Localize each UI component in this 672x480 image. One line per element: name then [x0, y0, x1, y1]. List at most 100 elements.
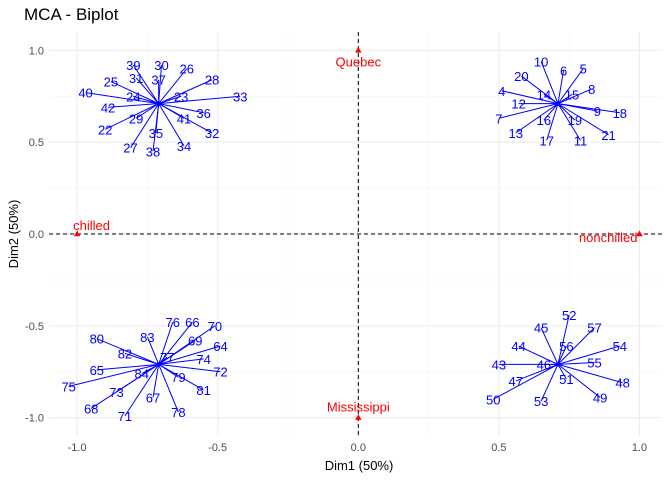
individual-segment	[546, 103, 559, 141]
individual-label: 66	[185, 315, 199, 330]
individual-segment	[557, 345, 620, 365]
individual-segment	[158, 103, 213, 134]
individual-label: 27	[123, 141, 137, 156]
individual-segment	[124, 364, 160, 417]
individual-segment	[557, 70, 565, 104]
variable-point-triangle	[355, 414, 362, 420]
individual-segment	[557, 103, 576, 121]
individual-label: 19	[568, 113, 582, 128]
individual-label: 25	[104, 75, 118, 90]
variable-points: Quebec chilled nonchilled Mississippi	[73, 46, 643, 420]
individual-label: 34	[177, 139, 191, 154]
individual-segment	[152, 103, 160, 152]
x-tick-label: 0.5	[491, 442, 506, 454]
y-tick-label: 0.0	[29, 229, 44, 241]
variable-point-triangle	[636, 230, 643, 237]
individual-segment	[557, 345, 567, 365]
individual-segment	[557, 364, 567, 380]
individual-segment	[110, 81, 159, 105]
individual-segment	[132, 64, 160, 104]
individual-segment	[158, 79, 213, 105]
individual-segment	[130, 103, 160, 148]
individual-segment	[158, 95, 182, 105]
individual-label: 55	[587, 356, 601, 371]
individual-labels: 39 30 26 28 33 31 37 25 40 24 23 42 36 29 41 22 35 32 27 38…	[61, 54, 629, 423]
individual-segment	[557, 103, 581, 141]
individual-label: 64	[213, 339, 227, 354]
individual-label: 57	[587, 321, 601, 336]
individual-segment	[146, 336, 160, 365]
individual-segment	[557, 363, 601, 398]
individual-point	[156, 101, 161, 106]
individual-segment	[515, 363, 559, 382]
individual-segment	[557, 103, 620, 114]
individual-label: 11	[574, 133, 588, 148]
individual-label: 65	[90, 363, 104, 378]
individual-label: 52	[562, 308, 576, 323]
individual-segment	[543, 94, 559, 105]
individual-label: 8	[588, 82, 595, 97]
individual-segment	[158, 321, 193, 365]
individual-label: 49	[593, 390, 607, 405]
individual-segment	[158, 363, 221, 373]
individual-segment	[518, 345, 559, 365]
individual-label: 23	[174, 89, 188, 104]
individual-segment	[540, 61, 559, 104]
individual-label: 26	[180, 62, 194, 77]
axis-ticks: -1.0 -0.5 0.0 0.5 1.0 -1.0 -0.5 0.0 0.5 1.0	[25, 45, 647, 454]
individual-label: 80	[90, 332, 104, 347]
individual-label: 46	[537, 357, 551, 372]
individual-segment	[521, 75, 559, 105]
arrow-segments	[68, 61, 623, 417]
individual-label: 75	[61, 379, 75, 394]
individual-label: 13	[509, 126, 523, 141]
individual-label: 51	[559, 372, 573, 387]
individual-label: 81	[196, 383, 210, 398]
individual-label: 28	[205, 73, 219, 88]
y-tick-label: 1.0	[29, 45, 44, 57]
individual-segment	[493, 363, 559, 400]
individual-label: 22	[98, 122, 112, 137]
individual-segment	[96, 363, 159, 371]
individual-label: 41	[177, 111, 191, 126]
y-axis-title: Dim2 (50%)	[6, 200, 21, 269]
individual-label: 21	[601, 128, 615, 143]
individual-point	[555, 362, 561, 367]
individual-segment	[96, 338, 159, 365]
individual-label: 5	[580, 62, 587, 77]
individual-segment	[158, 95, 241, 105]
individual-label: 50	[486, 392, 500, 407]
individual-segment	[90, 363, 159, 409]
individual-label: 16	[537, 113, 551, 128]
variable-label: Quebec	[336, 54, 382, 69]
individual-label: 20	[514, 69, 528, 84]
individual-segment	[105, 103, 159, 130]
x-tick-label: -1.0	[68, 442, 87, 454]
individual-segment	[124, 352, 159, 365]
individual-label: 6	[560, 64, 567, 79]
individual-segment	[158, 340, 196, 365]
individual-label: 12	[511, 97, 525, 112]
individual-label: 37	[151, 73, 165, 88]
individual-label: 43	[492, 357, 506, 372]
individual-label: 73	[109, 385, 123, 400]
individual-segment	[540, 364, 559, 402]
individual-label: 35	[149, 126, 163, 141]
individual-segment	[135, 103, 159, 119]
individual-label: 67	[146, 390, 160, 405]
individual-segment	[498, 103, 559, 119]
individual-label: 40	[78, 86, 92, 101]
individual-label: 30	[154, 58, 168, 73]
individual-segment	[557, 103, 609, 136]
individual-label: 7	[495, 111, 502, 126]
individual-segment	[557, 327, 595, 365]
individual-label: 77	[160, 350, 174, 365]
variable-label: Mississippi	[327, 400, 390, 415]
individual-label: 17	[539, 133, 553, 148]
individual-label: 44	[511, 339, 525, 354]
individual-segment	[158, 345, 221, 365]
individual-label: 10	[534, 54, 548, 69]
individual-label: 15	[565, 87, 579, 102]
individual-segment	[158, 364, 179, 413]
